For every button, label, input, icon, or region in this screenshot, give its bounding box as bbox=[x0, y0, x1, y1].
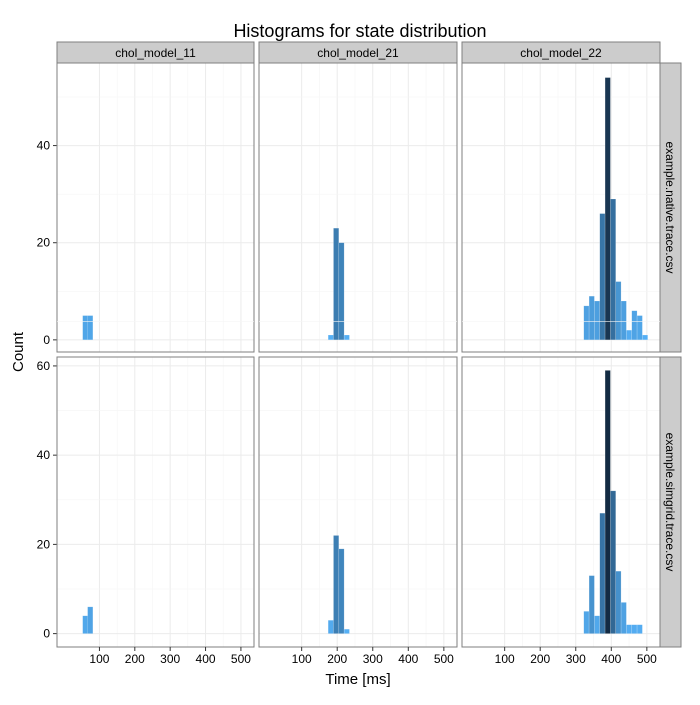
histogram-bar bbox=[636, 315, 643, 341]
column-strip-label: chol_model_21 bbox=[317, 46, 399, 60]
row-strip-label: example.native.trace.csv bbox=[663, 141, 677, 273]
panel-background bbox=[56, 62, 255, 353]
histogram-bar bbox=[583, 305, 590, 341]
panel-border bbox=[258, 356, 458, 648]
x-tick-label: 200 bbox=[327, 652, 347, 666]
panel-background bbox=[258, 62, 458, 353]
panel-border bbox=[56, 62, 255, 353]
histogram-bar bbox=[599, 512, 606, 634]
histogram-bar bbox=[327, 619, 334, 634]
histogram-bar bbox=[620, 602, 627, 634]
row-strip-label: example.simgrid.trace.csv bbox=[663, 433, 677, 572]
x-tick-label: 100 bbox=[292, 652, 312, 666]
x-tick-label: 200 bbox=[125, 652, 145, 666]
x-tick-label: 500 bbox=[637, 652, 657, 666]
histogram-bar bbox=[615, 570, 622, 634]
histogram-bar bbox=[610, 490, 616, 634]
x-tick-label: 300 bbox=[160, 652, 180, 666]
panel-border bbox=[461, 356, 661, 648]
histogram-bar bbox=[631, 624, 638, 634]
x-tick-label: 500 bbox=[231, 652, 251, 666]
x-tick-label: 100 bbox=[89, 652, 109, 666]
y-tick-label: 20 bbox=[37, 236, 51, 250]
histogram-bar bbox=[583, 611, 590, 634]
panel-background bbox=[258, 356, 458, 648]
histogram-bar bbox=[338, 548, 345, 634]
x-tick-label: 100 bbox=[495, 652, 515, 666]
chart-title: Histograms for state distribution bbox=[233, 21, 486, 41]
histogram-bar bbox=[594, 615, 600, 634]
x-tick-label: 400 bbox=[196, 652, 216, 666]
panel-background bbox=[461, 356, 661, 648]
histogram-bar bbox=[631, 310, 638, 341]
histogram-bar bbox=[327, 334, 334, 341]
column-strip-label: chol_model_22 bbox=[520, 46, 602, 60]
x-tick-label: 200 bbox=[530, 652, 550, 666]
histogram-bar bbox=[615, 281, 622, 341]
histogram-bar bbox=[588, 575, 595, 634]
y-tick-label: 40 bbox=[37, 139, 51, 153]
histogram-bar bbox=[599, 213, 606, 341]
y-tick-label: 0 bbox=[43, 333, 50, 347]
x-tick-label: 300 bbox=[363, 652, 383, 666]
x-tick-label: 400 bbox=[398, 652, 418, 666]
y-tick-label: 40 bbox=[37, 448, 51, 462]
histogram-bar bbox=[588, 295, 595, 341]
histogram-bar bbox=[333, 227, 340, 341]
histogram-bar bbox=[594, 300, 600, 341]
histogram-bar bbox=[82, 615, 89, 634]
x-axis-label: Time [ms] bbox=[325, 671, 390, 688]
histogram-bar bbox=[338, 242, 345, 341]
histogram-bar bbox=[333, 535, 340, 634]
histogram-bar bbox=[343, 628, 350, 634]
panel-background bbox=[461, 62, 661, 353]
panel-border bbox=[258, 62, 458, 353]
histogram-bar bbox=[626, 624, 632, 634]
y-tick-label: 60 bbox=[37, 359, 51, 373]
x-tick-label: 400 bbox=[601, 652, 621, 666]
y-axis-label: Count bbox=[10, 331, 27, 372]
histogram-bar bbox=[610, 198, 616, 341]
panel-background bbox=[56, 356, 255, 648]
histogram-bar bbox=[82, 315, 89, 341]
histogram-bar bbox=[343, 334, 350, 341]
histogram-bar bbox=[604, 77, 611, 341]
histogram-bar bbox=[87, 315, 94, 341]
panel-border bbox=[56, 356, 255, 648]
histogram-bar bbox=[87, 606, 94, 634]
histogram-bar bbox=[604, 370, 611, 634]
y-tick-label: 20 bbox=[37, 537, 51, 551]
column-strip-label: chol_model_11 bbox=[115, 46, 196, 60]
histogram-bar bbox=[620, 300, 627, 341]
x-tick-label: 500 bbox=[434, 652, 454, 666]
histogram-bar bbox=[642, 334, 648, 341]
histogram-bar bbox=[636, 624, 643, 634]
x-tick-label: 300 bbox=[566, 652, 586, 666]
histogram-bar bbox=[626, 329, 632, 341]
panel-border bbox=[461, 62, 661, 353]
y-tick-label: 0 bbox=[43, 627, 50, 641]
